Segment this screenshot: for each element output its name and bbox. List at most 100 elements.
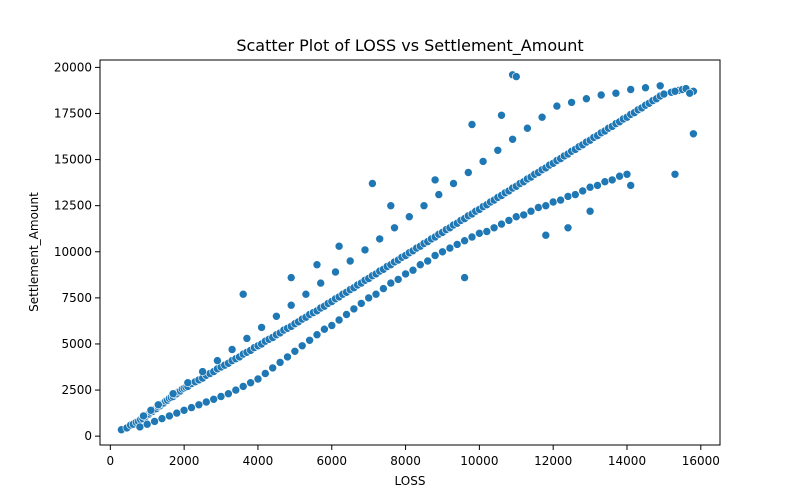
data-point	[345, 256, 355, 266]
data-point	[139, 411, 148, 421]
data-point	[548, 197, 558, 207]
data-point	[360, 245, 370, 255]
x-tick-label: 12000	[534, 454, 572, 468]
plot-area	[99, 59, 721, 446]
data-point	[202, 397, 211, 407]
data-point	[626, 85, 636, 94]
data-point	[670, 170, 680, 179]
y-tick-label: 7500	[61, 291, 92, 305]
data-point	[596, 90, 606, 100]
data-point	[508, 135, 517, 144]
data-point	[368, 179, 377, 188]
x-tick-label: 14000	[608, 454, 646, 468]
x-axis: 0 2000 4000 6000 8000 10000 12000 14000 16000	[107, 445, 720, 468]
data-point	[216, 392, 226, 401]
data-point	[467, 120, 477, 129]
data-point	[434, 190, 444, 199]
data-point	[541, 201, 551, 210]
data-point	[452, 240, 462, 249]
data-point	[401, 269, 410, 279]
data-point	[290, 346, 300, 356]
data-point	[445, 243, 455, 253]
x-tick-label: 10000	[460, 454, 498, 468]
data-point	[578, 186, 588, 196]
data-point	[146, 405, 156, 415]
data-point	[463, 168, 473, 177]
data-point	[404, 212, 414, 221]
data-point	[526, 206, 536, 216]
data-point	[356, 299, 366, 308]
data-point	[312, 260, 322, 270]
data-point	[430, 251, 440, 260]
data-point	[593, 181, 602, 190]
data-point	[611, 88, 621, 98]
data-point	[275, 358, 285, 367]
data-point	[224, 389, 233, 399]
data-point	[227, 345, 237, 354]
data-point	[334, 315, 344, 325]
points-layer	[117, 70, 698, 435]
data-point	[670, 87, 680, 96]
data-point	[246, 378, 255, 388]
data-point	[523, 123, 532, 133]
data-point	[460, 236, 469, 245]
data-point	[286, 273, 296, 282]
data-point	[379, 284, 388, 293]
data-point	[187, 403, 196, 412]
data-point	[497, 219, 506, 229]
data-point	[615, 171, 624, 181]
data-point	[305, 335, 314, 345]
x-tick-label: 16000	[682, 454, 720, 468]
data-point	[541, 230, 551, 240]
data-point	[135, 422, 145, 432]
data-point	[157, 414, 167, 423]
data-point	[172, 408, 182, 418]
data-point	[419, 201, 429, 210]
data-point	[556, 195, 565, 205]
data-point	[375, 234, 385, 244]
x-tick-label: 6000	[316, 454, 347, 468]
x-tick-label: 2000	[169, 454, 200, 468]
y-tick-label: 20000	[54, 60, 92, 74]
data-point	[622, 170, 632, 179]
data-point	[511, 212, 521, 221]
data-point	[272, 311, 281, 321]
data-point	[552, 101, 562, 111]
data-point	[165, 411, 174, 421]
y-tick-label: 12500	[54, 199, 92, 213]
data-point	[238, 382, 248, 391]
chart-title: Scatter Plot of LOSS vs Settlement_Amoun…	[236, 36, 583, 56]
y-tick-label: 10000	[54, 245, 92, 259]
data-point	[297, 341, 307, 351]
data-point	[154, 400, 163, 410]
data-point	[489, 223, 499, 233]
data-point	[231, 385, 241, 395]
data-point	[342, 310, 351, 319]
data-point	[567, 98, 576, 107]
data-point	[349, 304, 359, 314]
data-point	[582, 94, 591, 103]
data-point	[430, 175, 440, 185]
data-point	[607, 175, 617, 185]
data-point	[253, 374, 263, 384]
x-tick-label: 8000	[390, 454, 421, 468]
data-point	[371, 289, 381, 299]
data-point	[283, 352, 292, 362]
data-point	[475, 229, 484, 238]
data-point	[655, 81, 665, 91]
data-point	[570, 190, 580, 199]
data-point	[327, 321, 337, 330]
data-point	[179, 405, 189, 415]
data-point	[600, 177, 610, 186]
data-point	[423, 256, 433, 266]
data-point	[242, 334, 252, 343]
x-axis-label: LOSS	[395, 474, 426, 488]
data-point	[519, 210, 529, 220]
data-point	[493, 146, 503, 155]
data-point	[585, 206, 595, 216]
data-point	[659, 89, 669, 99]
y-axis-label: Settlement_Amount	[27, 192, 41, 312]
y-tick-label: 5000	[61, 337, 92, 351]
